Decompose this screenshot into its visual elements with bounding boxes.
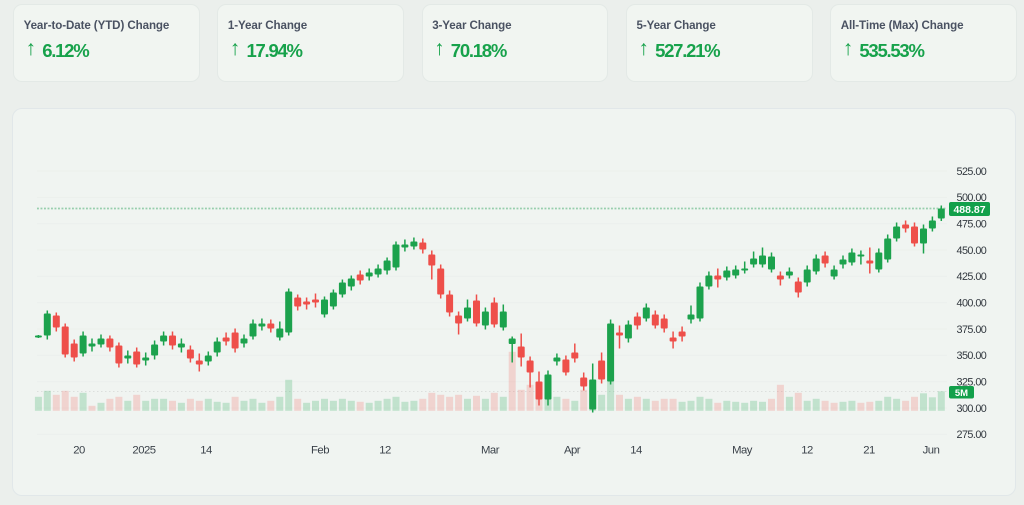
svg-text:400.00: 400.00 (957, 297, 987, 309)
svg-text:500.00: 500.00 (957, 192, 987, 204)
svg-text:375.00: 375.00 (957, 323, 987, 335)
svg-text:May: May (732, 444, 753, 456)
svg-text:475.00: 475.00 (957, 218, 987, 230)
svg-text:325.00: 325.00 (957, 376, 987, 388)
svg-text:275.00: 275.00 (957, 429, 987, 441)
svg-text:14: 14 (200, 444, 212, 456)
svg-text:2025: 2025 (132, 444, 155, 456)
svg-text:12: 12 (801, 444, 813, 456)
svg-text:20: 20 (73, 444, 85, 456)
svg-text:Feb: Feb (311, 444, 329, 456)
svg-text:350.00: 350.00 (957, 350, 987, 362)
svg-text:5M: 5M (955, 387, 968, 398)
svg-text:21: 21 (863, 444, 875, 456)
svg-text:12: 12 (379, 444, 391, 456)
svg-text:300.00: 300.00 (957, 402, 987, 414)
svg-text:14: 14 (630, 444, 642, 456)
svg-text:425.00: 425.00 (957, 271, 987, 283)
svg-text:450.00: 450.00 (957, 244, 987, 256)
svg-text:525.00: 525.00 (957, 165, 987, 177)
svg-text:Apr: Apr (564, 444, 581, 456)
svg-text:Mar: Mar (481, 444, 500, 456)
svg-text:Jun: Jun (923, 444, 940, 456)
svg-text:488.87: 488.87 (953, 203, 985, 215)
